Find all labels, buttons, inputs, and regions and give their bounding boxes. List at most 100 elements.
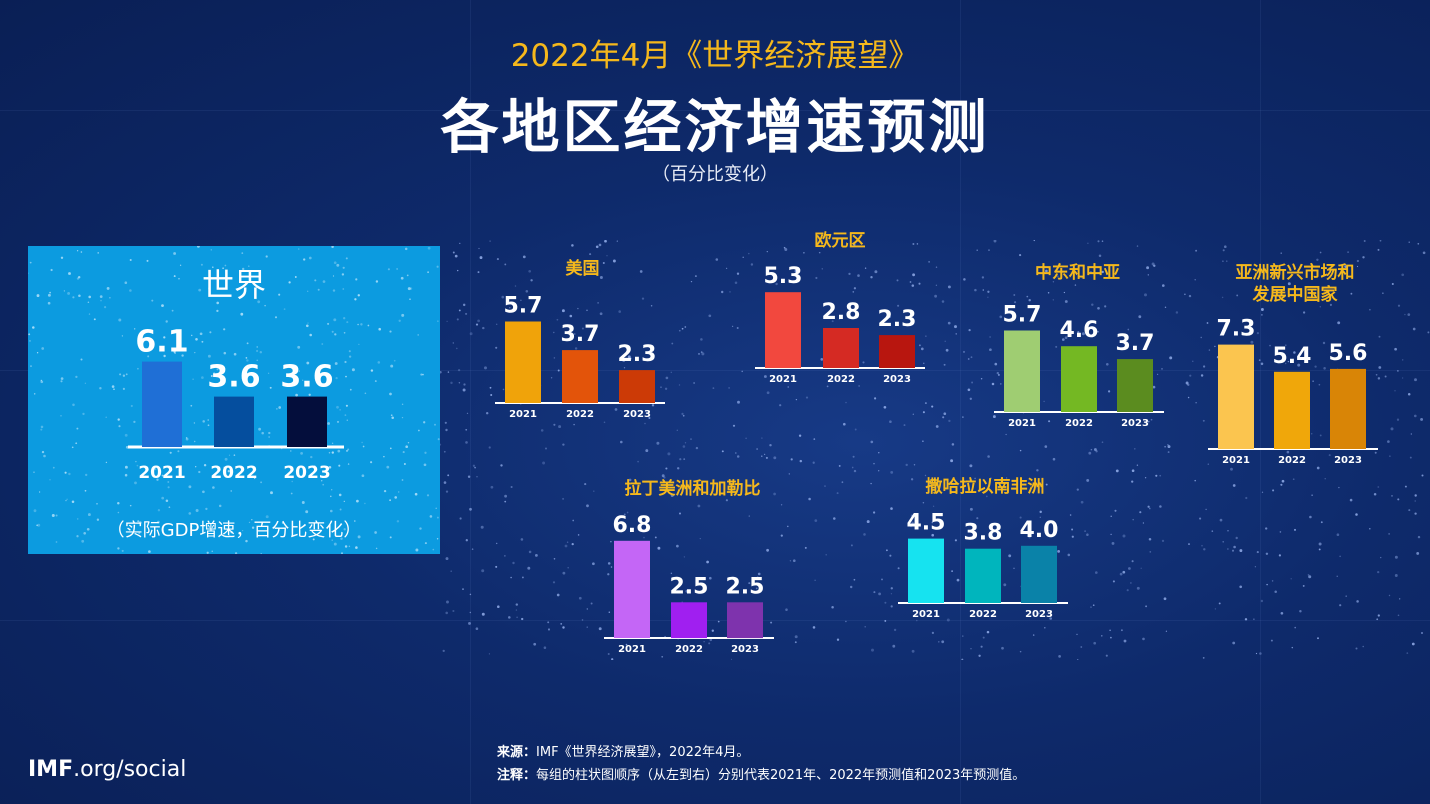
- map-dot: [1339, 555, 1341, 558]
- map-dot: [922, 411, 925, 414]
- map-dot: [495, 542, 498, 545]
- map-dot: [824, 485, 826, 487]
- map-dot: [452, 609, 455, 613]
- map-dot: [403, 463, 406, 465]
- map-dot: [129, 504, 132, 507]
- map-dot: [75, 442, 78, 445]
- map-dot: [925, 610, 928, 613]
- map-dot: [1208, 349, 1211, 351]
- map-dot: [1101, 635, 1103, 637]
- map-dot: [916, 243, 919, 245]
- map-dot: [466, 412, 469, 415]
- map-dot: [805, 396, 809, 399]
- map-dot: [848, 272, 851, 276]
- map-dot: [394, 496, 398, 499]
- map-dot: [210, 375, 213, 377]
- map-dot: [683, 458, 686, 460]
- map-dot: [212, 266, 214, 268]
- map-dot: [479, 256, 483, 260]
- map-dot: [1014, 301, 1017, 304]
- map-dot: [157, 520, 160, 524]
- map-dot: [348, 350, 351, 353]
- map-dot: [889, 420, 892, 424]
- map-dot: [510, 576, 512, 579]
- map-dot: [1414, 512, 1417, 515]
- map-dot: [469, 332, 473, 336]
- map-dot: [1187, 396, 1190, 399]
- map-dot: [756, 448, 758, 450]
- map-dot: [490, 485, 494, 489]
- map-dot: [987, 455, 990, 458]
- map-dot: [766, 548, 770, 552]
- value-label: 5.4: [1273, 344, 1312, 369]
- map-dot: [383, 489, 387, 493]
- map-dot: [1221, 296, 1224, 299]
- map-dot: [1356, 259, 1360, 263]
- map-dot: [1319, 251, 1322, 254]
- map-dot: [584, 483, 587, 486]
- map-dot: [736, 327, 739, 329]
- map-dot: [911, 521, 914, 524]
- map-dot: [831, 605, 834, 609]
- map-dot: [884, 601, 887, 604]
- map-dot: [1207, 463, 1210, 465]
- map-dot: [349, 388, 352, 391]
- map-dot: [224, 264, 227, 267]
- map-dot: [1200, 374, 1204, 377]
- map-dot: [222, 267, 224, 270]
- map-dot: [1413, 414, 1417, 418]
- map-dot: [478, 247, 480, 250]
- map-dot: [447, 371, 450, 373]
- map-dot: [475, 323, 479, 326]
- map-dot: [607, 562, 611, 565]
- map-dot: [1317, 637, 1319, 640]
- map-dot: [378, 327, 381, 331]
- map-dot: [137, 520, 140, 523]
- imf-social-link[interactable]: IMF.org/social: [28, 757, 187, 782]
- map-dot: [950, 459, 954, 463]
- bar-2021: [142, 361, 182, 447]
- map-dot: [1081, 276, 1084, 279]
- map-dot: [477, 271, 480, 274]
- map-dot: [508, 616, 511, 619]
- map-dot: [592, 562, 595, 566]
- region-chart-3: 5.7 2021 4.6 2022 3.7 2023: [994, 303, 1164, 429]
- map-dot: [991, 382, 995, 386]
- map-dot: [561, 309, 565, 313]
- map-dot: [1328, 454, 1331, 457]
- map-dot: [988, 249, 990, 251]
- tick-label: 2021: [138, 463, 185, 483]
- map-dot: [377, 361, 381, 364]
- map-dot: [331, 330, 334, 333]
- map-dot: [1324, 478, 1326, 480]
- map-dot: [951, 443, 955, 446]
- map-dot: [260, 553, 262, 554]
- map-dot: [785, 608, 788, 611]
- map-dot: [33, 471, 35, 473]
- map-dot: [836, 492, 839, 495]
- map-dot: [1150, 418, 1153, 421]
- map-dot: [1123, 639, 1127, 643]
- map-dot: [553, 423, 556, 426]
- map-dot: [657, 546, 661, 550]
- map-dot: [715, 258, 719, 261]
- bar-2021: [908, 538, 944, 603]
- map-dot: [223, 328, 226, 331]
- map-dot: [495, 323, 498, 326]
- map-dot: [873, 462, 875, 465]
- map-dot: [121, 549, 124, 552]
- map-dot: [543, 646, 547, 649]
- map-dot: [1259, 652, 1262, 655]
- map-dot: [1417, 242, 1420, 245]
- map-dot: [1112, 580, 1115, 583]
- map-dot: [482, 326, 485, 330]
- map-dot: [961, 658, 964, 660]
- map-dot: [858, 385, 860, 387]
- map-dot: [343, 317, 346, 320]
- map-dot: [665, 467, 668, 470]
- map-dot: [1045, 483, 1048, 486]
- map-dot: [766, 391, 770, 395]
- map-dot: [1127, 328, 1130, 331]
- map-dot: [1159, 505, 1162, 508]
- map-dot: [55, 541, 58, 543]
